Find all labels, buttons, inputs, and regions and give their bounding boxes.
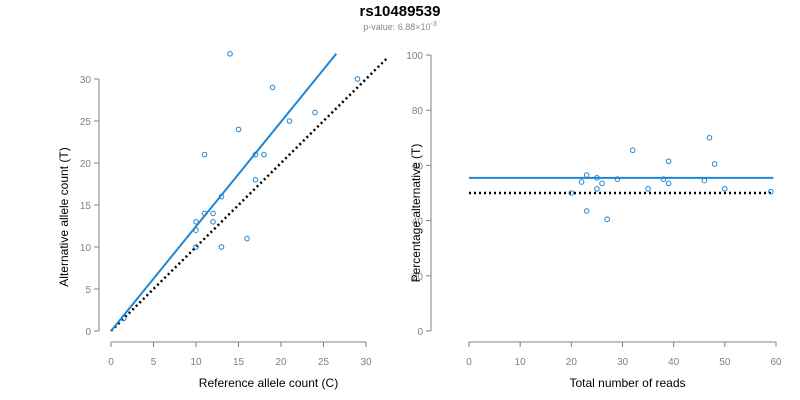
- left-y-tick-label: 20: [80, 159, 92, 170]
- left-y-tick-label: 10: [80, 243, 92, 254]
- right-y-tick-label: 60: [412, 161, 424, 172]
- right-data-point: [614, 176, 621, 182]
- left-data-point: [201, 151, 208, 158]
- left-y-axis-title: Alternative allele count (T): [57, 147, 71, 286]
- left-x-tick-label: 30: [360, 357, 372, 368]
- right-x-tick-label: 60: [770, 357, 782, 368]
- right-data-point: [604, 216, 610, 223]
- left-data-point: [210, 219, 216, 225]
- left-data-point: [227, 51, 233, 57]
- left-x-tick-label: 15: [233, 357, 245, 368]
- left-y-tick-label: 0: [85, 327, 91, 338]
- left-data-point: [193, 244, 199, 250]
- left-data-point: [218, 193, 225, 200]
- pvalue-text: p-value: 6.88×10: [363, 22, 431, 32]
- chart-title: rs10489539: [359, 3, 441, 20]
- right-data-point: [578, 179, 585, 185]
- left-data-point: [354, 76, 361, 82]
- left-x-tick-label: 10: [190, 357, 202, 368]
- right-x-axis-title: Total number of reads: [569, 376, 685, 390]
- left-data-point: [261, 151, 267, 158]
- left-data-point: [244, 235, 250, 242]
- right-y-tick-label: 20: [412, 272, 424, 283]
- left-data-point: [269, 84, 276, 91]
- left-x-axis-title: Reference allele count (C): [199, 376, 338, 390]
- left-x-tick-label: 25: [318, 357, 330, 368]
- right-x-tick-label: 50: [719, 357, 731, 368]
- right-x-tick-label: 30: [617, 357, 629, 368]
- right-data-point: [583, 208, 590, 214]
- right-data-point: [665, 158, 672, 165]
- left-data-point: [201, 210, 208, 217]
- left-x-tick-label: 20: [275, 357, 287, 368]
- left-data-point: [120, 315, 127, 322]
- right-data-point: [706, 135, 713, 141]
- right-y-axis-title: Percentage alternative (T): [409, 144, 423, 283]
- right-x-tick-label: 10: [515, 357, 527, 368]
- left-reference-line: [110, 57, 389, 332]
- right-y-tick-label: 0: [417, 327, 423, 338]
- right-x-tick-label: 40: [668, 357, 680, 368]
- left-data-point: [218, 244, 225, 250]
- right-y-tick-label: 80: [412, 106, 424, 117]
- right-data-point: [645, 186, 651, 192]
- right-data-point: [768, 188, 774, 195]
- left-fit-line: [110, 53, 338, 332]
- left-data-point: [252, 177, 259, 183]
- right-data-point: [599, 180, 605, 187]
- right-data-point: [665, 180, 672, 187]
- left-y-tick-label: 5: [85, 285, 91, 296]
- right-data-point: [594, 175, 600, 181]
- right-data-point: [711, 161, 718, 167]
- pvalue-exponent: -3: [430, 21, 437, 28]
- left-data-point: [210, 210, 216, 217]
- right-data-point: [660, 176, 667, 182]
- right-data-point: [701, 177, 708, 184]
- left-x-tick-label: 5: [151, 357, 157, 368]
- left-data-point: [193, 219, 199, 225]
- left-y-tick-label: 25: [80, 117, 92, 128]
- left-data-point: [312, 109, 318, 116]
- left-data-point: [193, 227, 199, 233]
- right-y-tick-label: 100: [406, 51, 423, 62]
- right-x-tick-label: 20: [566, 357, 578, 368]
- left-data-point: [252, 151, 259, 158]
- left-data-point: [286, 118, 293, 124]
- left-x-tick-label: 0: [108, 357, 114, 368]
- right-y-tick-label: 40: [412, 217, 424, 228]
- right-data-point: [594, 186, 600, 192]
- right-data-point: [568, 190, 575, 196]
- chart-subtitle: p-value: 6.88×10-3: [0, 21, 800, 32]
- right-data-point: [629, 147, 636, 154]
- right-data-point: [722, 186, 728, 192]
- right-data-point: [583, 172, 590, 178]
- right-x-tick-label: 0: [466, 357, 472, 368]
- left-y-tick-label: 15: [80, 201, 92, 212]
- left-y-tick-label: 30: [80, 75, 92, 86]
- left-data-point: [235, 126, 242, 133]
